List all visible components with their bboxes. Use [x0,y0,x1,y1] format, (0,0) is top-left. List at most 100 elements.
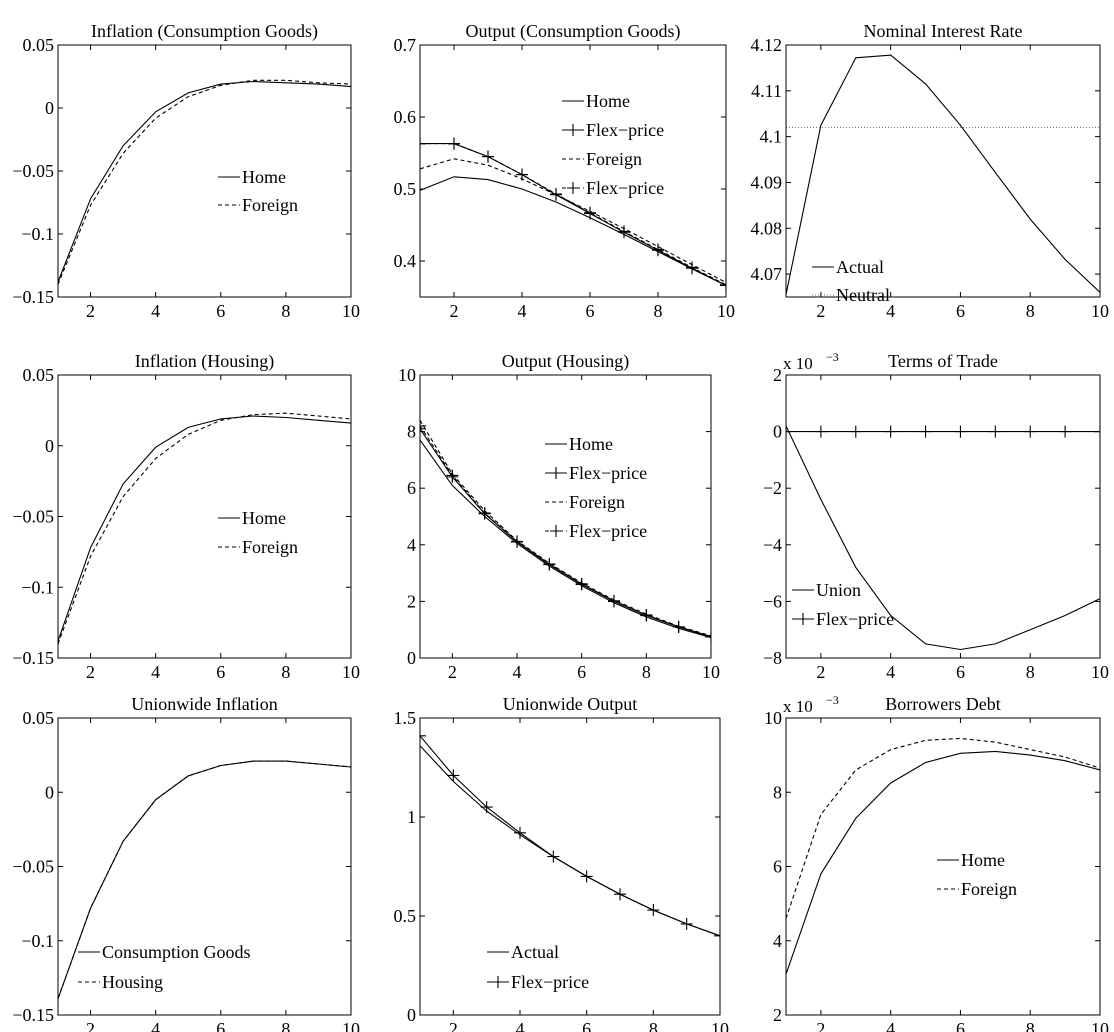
y-tick-label: −6 [763,591,782,611]
legend-label: Flex−price [816,609,894,629]
x-tick-label: 2 [86,662,95,682]
legend-label: Flex−price [586,178,664,198]
x-tick-label: 4 [516,1019,525,1032]
legend-label: Housing [102,972,163,992]
y-tick-label: 0 [773,422,782,442]
series-line [420,420,711,637]
x-tick-label: 2 [449,1019,458,1032]
x-tick-label: 2 [816,301,825,321]
axes-frame [57,374,352,659]
legend-label: Actual [836,257,884,277]
y-tick-label: 0 [407,648,416,668]
panel-title: Inflation (Consumption Goods) [91,21,318,42]
series-line [420,143,726,286]
plot-area [420,137,726,292]
x-tick-label: 6 [582,1019,591,1032]
x-tick-label: 8 [281,662,290,682]
series-marker [420,422,426,435]
legend-label: Actual [511,942,559,962]
x-tick-label: 2 [816,1019,825,1032]
x-tick-label: 2 [86,301,95,321]
axes-frame [57,717,352,1016]
plot-area [786,737,1100,975]
series-marker [482,150,494,163]
legend-label: Neutral [836,285,890,305]
panel-title: Terms of Trade [888,351,998,371]
panel-title: Output (Consumption Goods) [465,21,680,42]
series-marker [550,188,562,201]
y-tick-label: 1.5 [394,708,417,728]
y-tick-label: −2 [763,478,782,498]
series-marker [720,279,726,292]
x-tick-label: 8 [649,1019,658,1032]
legend-marker [567,124,579,136]
series-marker [989,425,1002,438]
y-tick-label: 0.5 [394,179,417,199]
x-tick-label: 8 [654,301,663,321]
legend-marker [492,976,504,988]
series-line [420,176,726,286]
series-marker [514,826,526,839]
y-tick-label: 10 [398,365,416,385]
series-marker [814,425,827,438]
series-line [58,760,351,999]
plot-area [58,412,351,645]
x-tick-label: 4 [151,301,160,321]
y-tick-label: 0.05 [23,365,55,385]
series-marker [652,243,664,256]
y-tick-label: 0.5 [394,906,417,926]
series-line [786,750,1100,975]
series-marker [1024,425,1037,438]
y-tick-label: 8 [773,782,782,802]
series-marker [420,729,426,742]
series-line [420,425,711,638]
y-tick-label: 0 [45,436,54,456]
series-line [420,735,720,937]
x-tick-label: 4 [151,662,160,682]
legend-label: Home [569,434,613,454]
series-marker [447,769,460,782]
series-marker [618,225,630,238]
series-line [420,143,726,286]
y-tick-label: 0 [45,782,54,802]
x-tick-label: 10 [702,662,720,682]
panel-title: Output (Housing) [502,351,630,372]
series-marker [1094,425,1100,438]
legend-label: Foreign [242,195,298,215]
series-line [786,425,1100,651]
series-line [420,439,711,639]
plot-area [58,760,351,999]
x-tick-label: 10 [717,301,735,321]
x-tick-label: 4 [518,301,527,321]
x-tick-label: 8 [281,301,290,321]
legend-label: Home [242,508,286,528]
y-tick-label: −0.05 [12,507,54,527]
y-tick-label: 0 [45,98,54,118]
panel-title: Borrowers Debt [885,694,1000,714]
axes-frame [785,44,1101,298]
series-marker [446,469,459,482]
y-tick-label: 0.7 [394,35,417,55]
y-tick-label: −0.05 [12,857,54,877]
legend-label: Foreign [242,537,298,557]
series-line [786,737,1100,919]
x-tick-label: 10 [1091,662,1109,682]
x-tick-label: 8 [1026,1019,1035,1032]
series-marker [954,425,967,438]
y-tick-label: 0.4 [394,251,417,271]
x-tick-label: 4 [513,662,522,682]
panel-title: Nominal Interest Rate [864,21,1023,41]
legend-label: Home [961,850,1005,870]
x-tick-label: 4 [886,662,895,682]
x-tick-label: 6 [586,301,595,321]
series-marker [420,419,426,432]
x-tick-label: 10 [342,1019,360,1032]
panel-title: Inflation (Housing) [135,351,274,372]
x-tick-label: 8 [642,662,651,682]
y-tick-label: 2 [773,1005,782,1025]
plot-area [420,419,711,643]
y-tick-label: 0 [407,1005,416,1025]
y-tick-label: −0.1 [21,224,54,244]
